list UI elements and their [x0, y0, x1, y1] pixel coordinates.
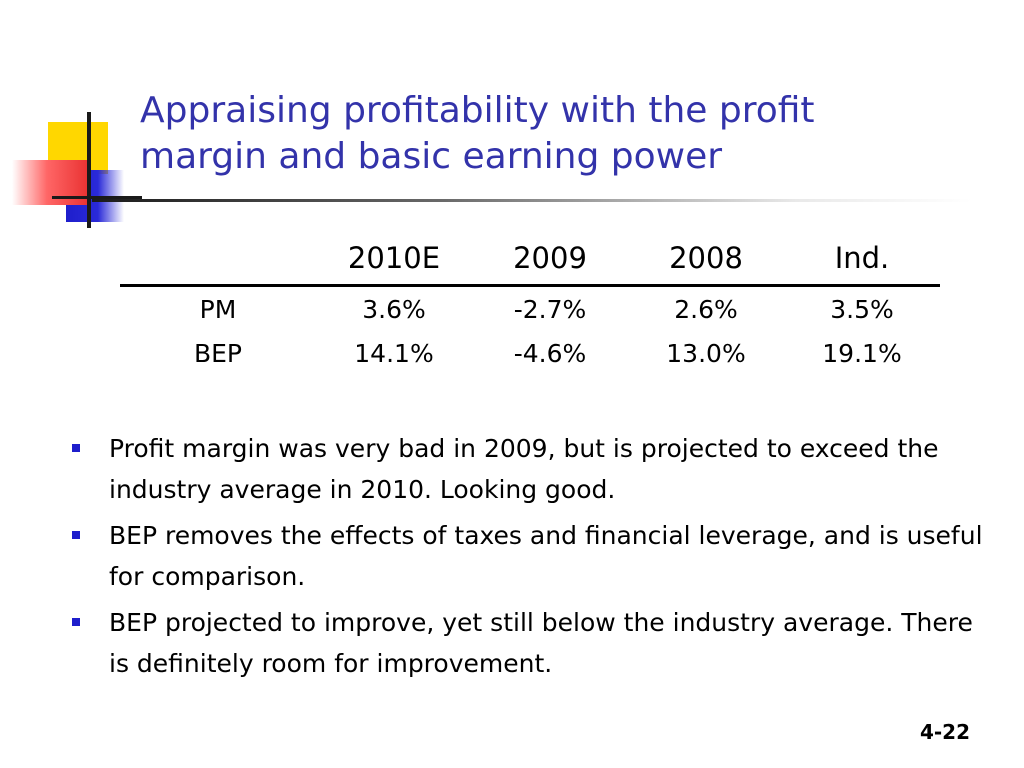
table-cell: 13.0%: [666, 338, 746, 368]
slide-title-line-1: Appraising profitability with the profit: [140, 90, 815, 131]
table-header-row: 2010E 2009 2008 Ind.: [120, 232, 940, 287]
square-bullet-icon: [72, 531, 80, 539]
square-bullet-icon: [72, 444, 80, 452]
table-header-blank: [120, 232, 316, 287]
table-header-2009: 2009: [472, 232, 628, 287]
logo-horizontal-line: [52, 196, 142, 199]
list-item: BEP removes the effects of taxes and fin…: [70, 515, 990, 597]
bullet-text: BEP removes the effects of taxes and fin…: [109, 521, 983, 591]
table-cell: 3.5%: [830, 294, 894, 324]
table-cell: 14.1%: [354, 338, 434, 368]
ratio-table: 2010E 2009 2008 Ind. PM 3.6% -2.7% 2.6% …: [120, 232, 940, 375]
title-divider: [92, 199, 972, 202]
slide-title: Appraising profitability with the profit…: [140, 88, 1000, 180]
page-number: 4-22: [919, 720, 970, 744]
table-cell: 19.1%: [822, 338, 902, 368]
table-row: BEP 14.1% -4.6% 13.0% 19.1%: [120, 331, 940, 375]
bullet-list: Profit margin was very bad in 2009, but …: [70, 428, 990, 689]
table-cell: -4.6%: [513, 338, 587, 368]
square-bullet-icon: [72, 618, 80, 626]
row-label-bep: BEP: [193, 338, 243, 368]
bullet-text: BEP projected to improve, yet still belo…: [109, 608, 973, 678]
table-row: PM 3.6% -2.7% 2.6% 3.5%: [120, 286, 940, 332]
table-header-2010e: 2010E: [316, 232, 472, 287]
table-cell: 2.6%: [674, 294, 738, 324]
table-cell: -2.7%: [513, 294, 587, 324]
list-item: Profit margin was very bad in 2009, but …: [70, 428, 990, 510]
row-label-pm: PM: [199, 294, 237, 324]
logo-vertical-line: [87, 112, 91, 228]
table-cell: 3.6%: [362, 294, 426, 324]
bullet-text: Profit margin was very bad in 2009, but …: [109, 434, 939, 504]
table-header-2008: 2008: [628, 232, 784, 287]
slide-title-line-2: margin and basic earning power: [140, 136, 723, 177]
list-item: BEP projected to improve, yet still belo…: [70, 602, 990, 684]
table-header-industry: Ind.: [784, 232, 940, 287]
decorative-squares-logo: [0, 0, 150, 240]
